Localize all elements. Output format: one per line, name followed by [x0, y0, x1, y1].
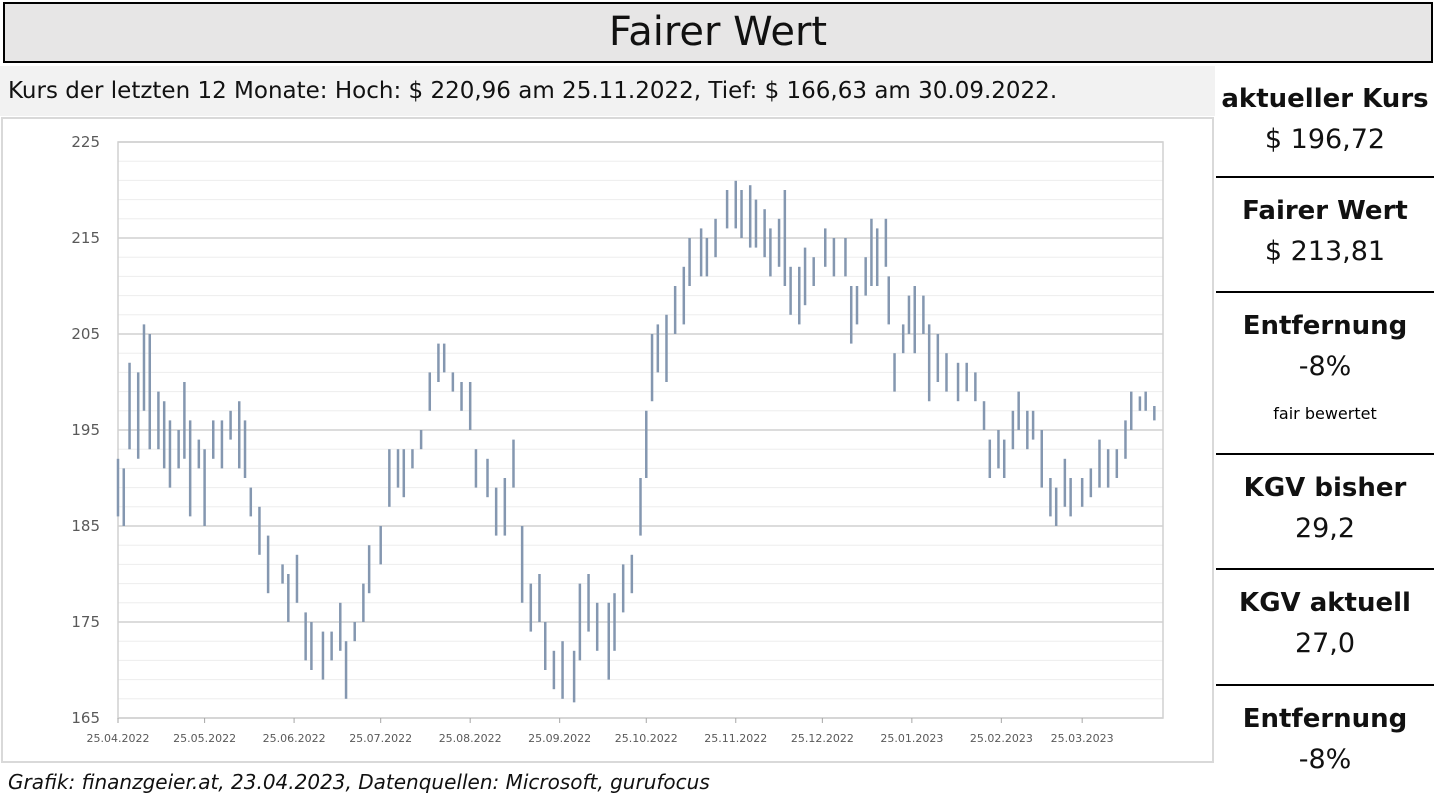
panel-value: 29,2 — [1294, 513, 1356, 544]
panel-section: Entfernung -8% fair bewertet — [1216, 311, 1434, 423]
x-tick-label: 25.06.2022 — [263, 732, 326, 745]
panel-section: Entfernung -8% — [1216, 704, 1434, 775]
panel-value: -8% — [1298, 351, 1352, 382]
x-tick-label: 25.03.2023 — [1051, 732, 1114, 745]
panel-separator — [1216, 684, 1434, 686]
plot-frame — [117, 141, 1164, 719]
x-tick-label: 25.11.2022 — [704, 732, 767, 745]
y-tick-label: 175 — [71, 613, 100, 631]
panel-label: KGV aktuell — [1239, 588, 1411, 618]
header-title: Fairer Wert — [3, 2, 1433, 63]
panel-value: $ 196,72 — [1264, 124, 1386, 155]
panel-section: KGV bisher 29,2 — [1216, 473, 1434, 544]
y-tick-label: 195 — [71, 421, 100, 439]
x-tick-label: 25.05.2022 — [173, 732, 236, 745]
x-tick-label: 25.02.2023 — [970, 732, 1033, 745]
y-tick-label: 185 — [71, 517, 100, 535]
caption: Grafik: finanzgeier.at, 23.04.2023, Date… — [8, 770, 710, 794]
panel-label: KGV bisher — [1243, 473, 1407, 503]
y-tick-label: 205 — [71, 325, 100, 343]
chart-subtitle: Kurs der letzten 12 Monate: Hoch: $ 220,… — [0, 66, 1215, 116]
panel-value: -8% — [1298, 744, 1352, 775]
panel-section: Fairer Wert $ 213,81 — [1216, 196, 1434, 267]
side-panel: aktueller Kurs $ 196,72 Fairer Wert $ 213,8… — [1216, 66, 1434, 805]
panel-label: Entfernung — [1242, 704, 1408, 734]
x-tick-label: 25.09.2022 — [528, 732, 591, 745]
y-tick-label: 165 — [71, 709, 100, 727]
panel-separator — [1216, 453, 1434, 455]
panel-label: Fairer Wert — [1242, 196, 1408, 226]
panel-section: aktueller Kurs $ 196,72 — [1216, 84, 1434, 155]
x-tick-label: 25.12.2022 — [791, 732, 854, 745]
panel-value: 27,0 — [1294, 628, 1356, 659]
x-tick-label: 25.04.2022 — [87, 732, 150, 745]
panel-note: fair bewertet — [1273, 404, 1377, 423]
panel-separator — [1216, 176, 1434, 178]
x-tick-label: 25.07.2022 — [349, 732, 412, 745]
panel-separator — [1216, 291, 1434, 293]
panel-value: $ 213,81 — [1264, 236, 1386, 267]
x-tick-label: 25.10.2022 — [615, 732, 678, 745]
panel-label: Entfernung — [1242, 311, 1408, 341]
y-tick-label: 225 — [71, 133, 100, 151]
x-tick-label: 25.01.2023 — [880, 732, 943, 745]
panel-separator — [1216, 568, 1434, 570]
panel-label: aktueller Kurs — [1221, 84, 1429, 114]
chart: 165 175 185 195 205 215 225 25.04.2022 25.05.202… — [1, 117, 1214, 763]
x-tick-label: 25.08.2022 — [439, 732, 502, 745]
panel-section: KGV aktuell 27,0 — [1216, 588, 1434, 659]
y-tick-label: 215 — [71, 229, 100, 247]
